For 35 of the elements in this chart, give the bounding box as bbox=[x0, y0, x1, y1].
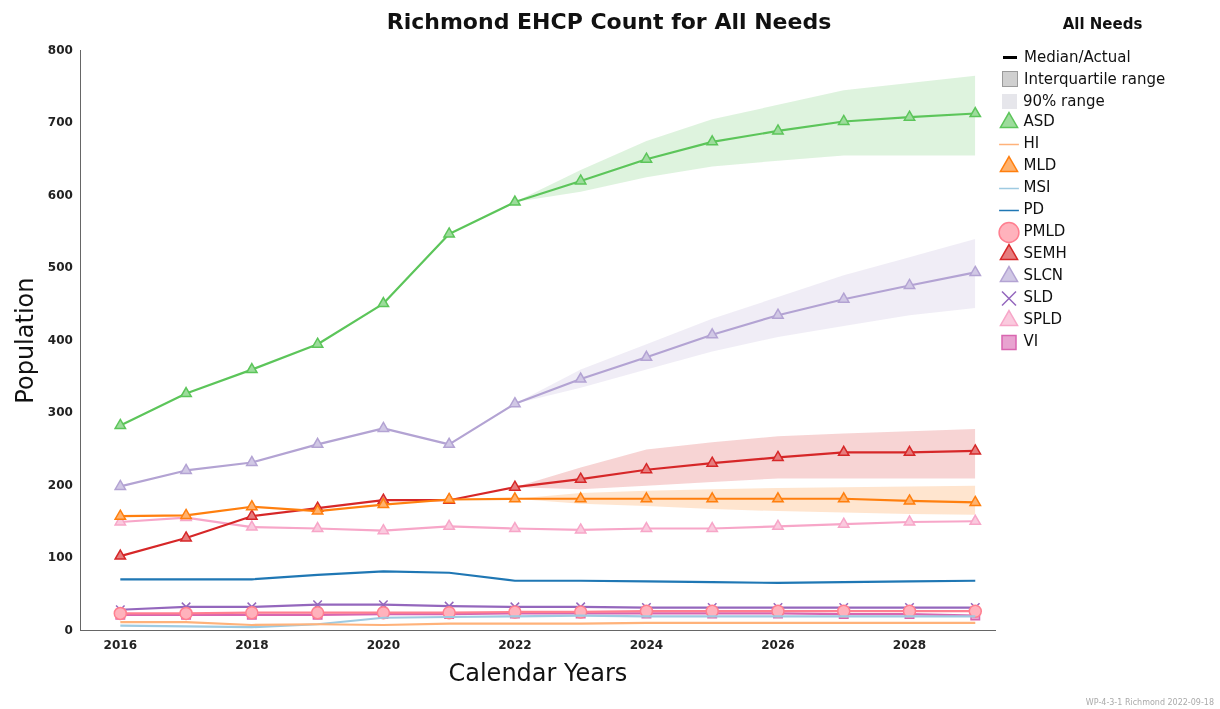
x-tick-label: 2020 bbox=[366, 638, 401, 653]
legend-label: VI bbox=[1023, 332, 1039, 351]
y-tick-label: 0 bbox=[64, 622, 73, 637]
x-tick-label: 2028 bbox=[892, 638, 927, 653]
x-tick-label: 2022 bbox=[498, 638, 532, 653]
y-tick-label: 800 bbox=[47, 42, 73, 57]
legend-label: ASD bbox=[1023, 112, 1055, 131]
y-tick-label: 300 bbox=[47, 405, 73, 420]
text: WP-4-3-1 Richmond 2022-09-18 bbox=[1085, 698, 1214, 708]
legend-label: PMLD bbox=[1023, 222, 1066, 241]
legend-label: PD bbox=[1023, 200, 1045, 219]
x-tick-label: 2018 bbox=[235, 638, 269, 653]
legend-label: SPLD bbox=[1023, 310, 1062, 329]
legend-label: HI bbox=[1023, 134, 1040, 153]
legend-label: MLD bbox=[1023, 156, 1057, 175]
x-tick-label: 2016 bbox=[103, 638, 138, 653]
y-tick-label: 200 bbox=[47, 477, 73, 492]
x-tick-label: 2026 bbox=[761, 638, 795, 653]
legend-label: MSI bbox=[1023, 178, 1051, 197]
legend-label: SLCN bbox=[1023, 266, 1064, 285]
chart-title: Richmond EHCP Count for All Needs bbox=[386, 8, 832, 34]
y-axis-title: Population bbox=[10, 277, 39, 404]
text: Median/Actual bbox=[1024, 48, 1131, 66]
text: 90% range bbox=[1023, 92, 1105, 110]
x-axis-title: Calendar Years bbox=[448, 658, 628, 687]
x-tick-label: 2024 bbox=[629, 638, 664, 653]
legend-label: SEMH bbox=[1023, 244, 1067, 263]
text: Interquartile range bbox=[1024, 70, 1166, 88]
y-tick-label: 700 bbox=[47, 115, 73, 130]
y-tick-label: 100 bbox=[47, 550, 73, 565]
y-tick-label: 400 bbox=[47, 332, 73, 347]
legend-label: SLD bbox=[1023, 288, 1053, 307]
y-tick-label: 500 bbox=[47, 260, 73, 275]
y-tick-label: 600 bbox=[47, 187, 73, 202]
legend-title: All Needs bbox=[1062, 15, 1143, 34]
